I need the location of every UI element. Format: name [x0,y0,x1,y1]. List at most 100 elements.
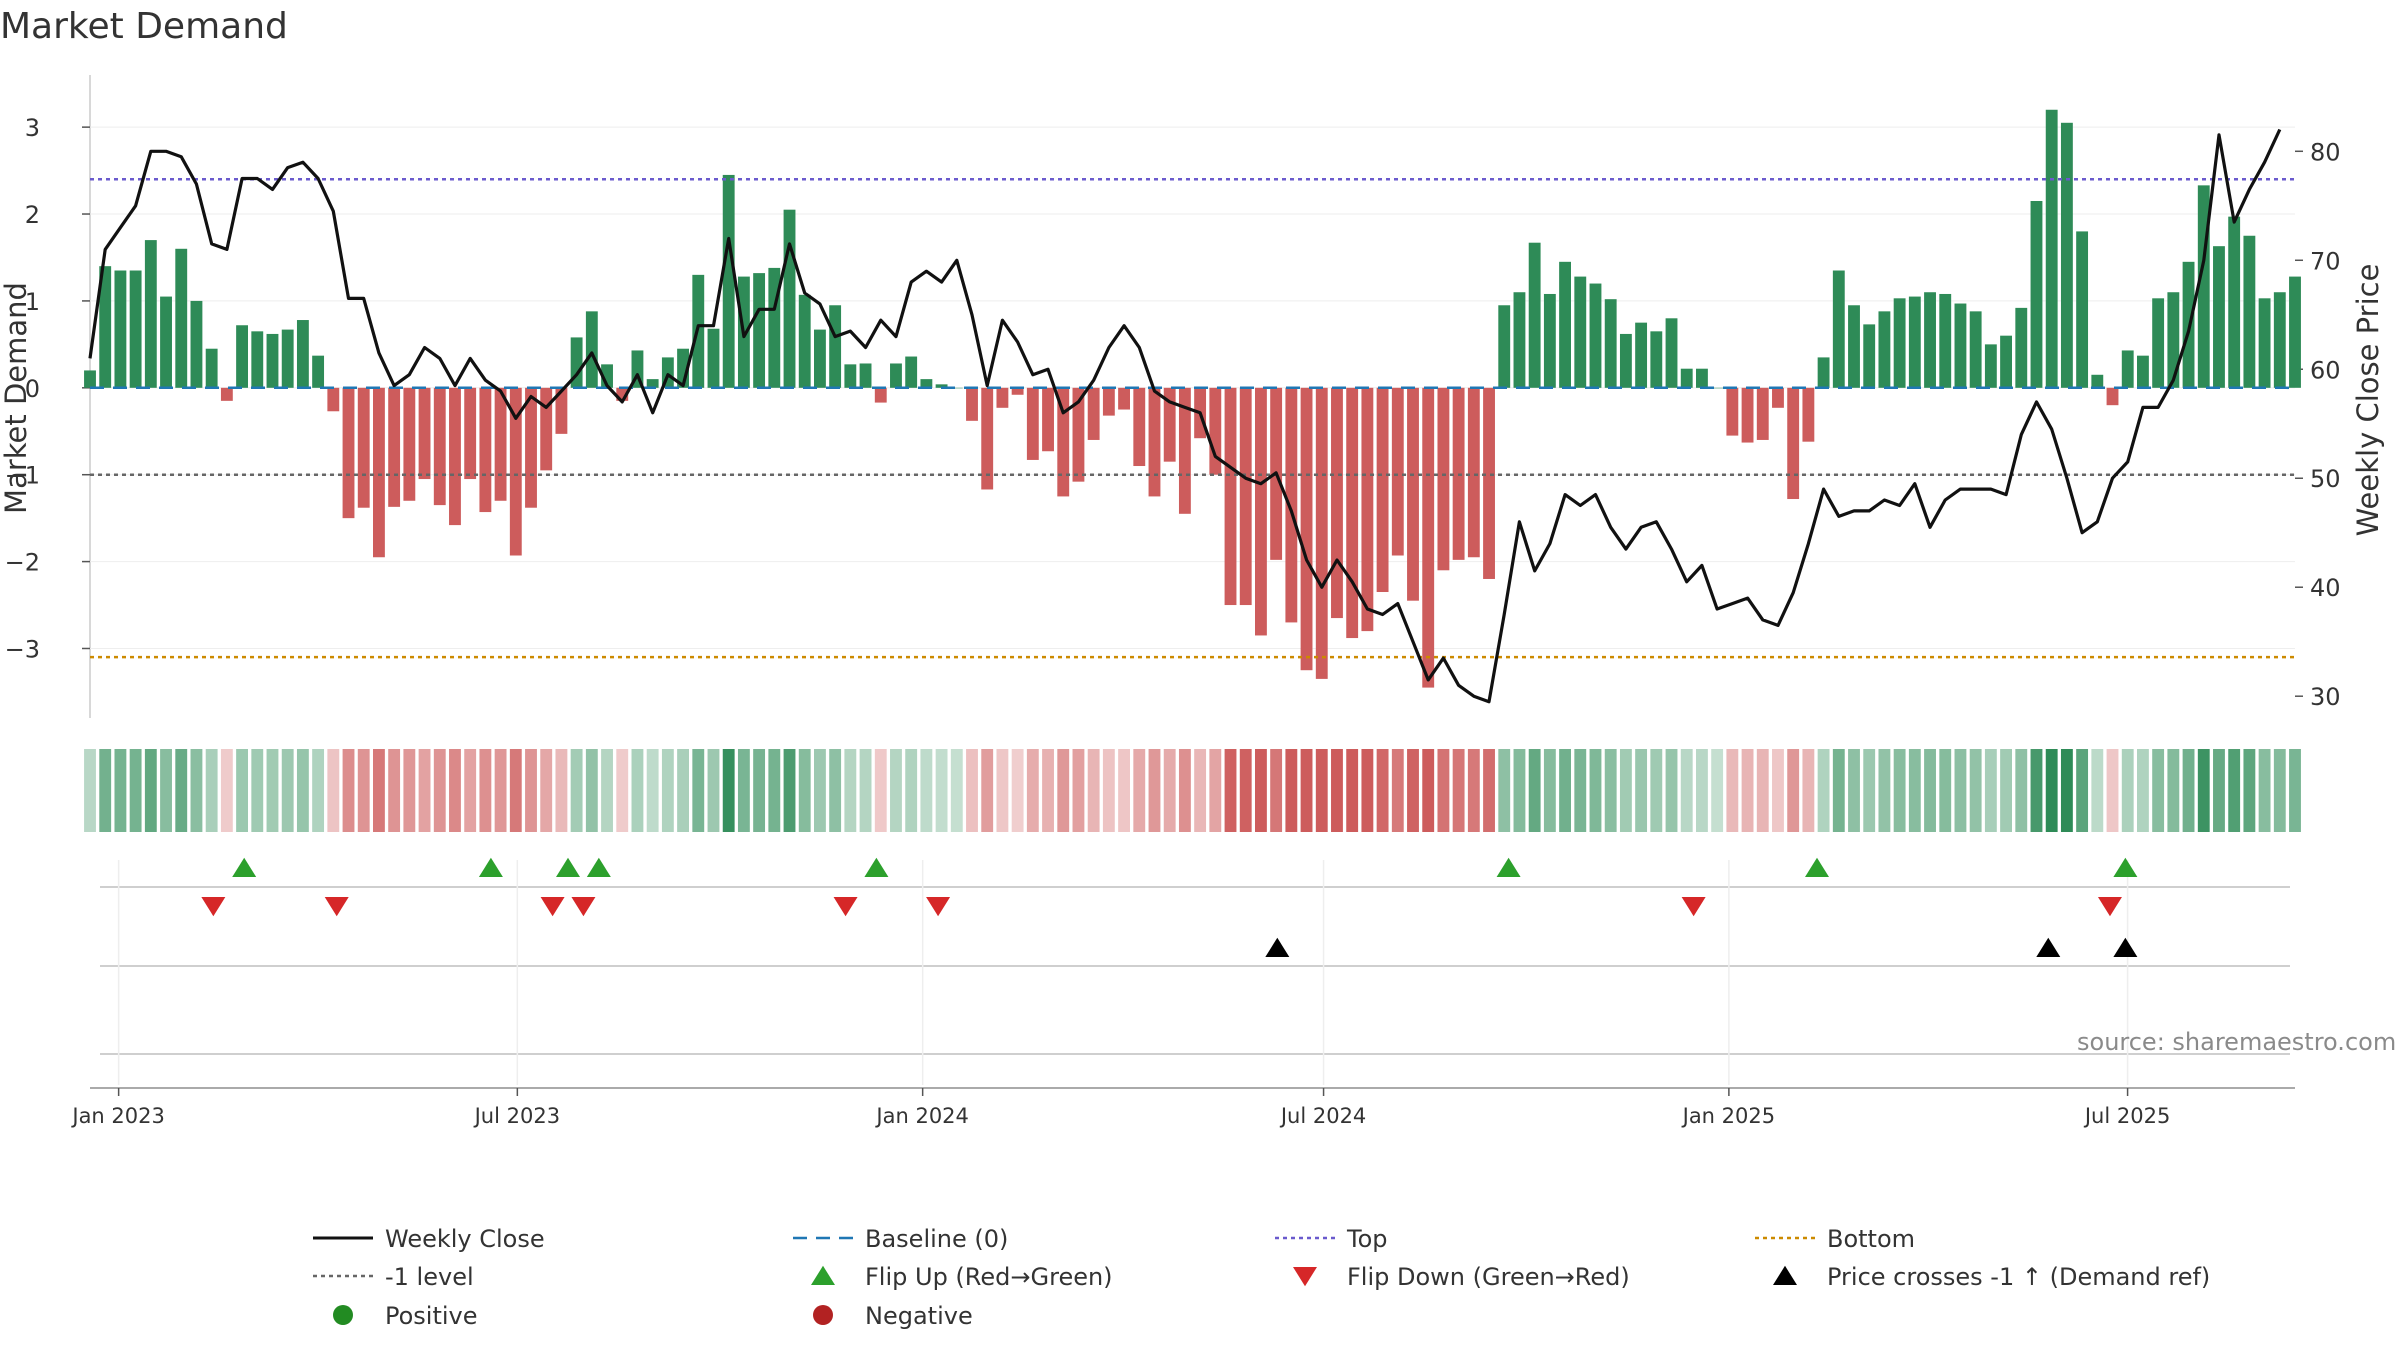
heat-cell [646,749,659,832]
demand-bar [996,387,1009,408]
demand-bar [1498,305,1511,388]
demand-bar [1361,387,1374,632]
legend-item: Flip Up (Red→Green) [811,1263,1113,1291]
demand-bar [1543,293,1556,388]
demand-bar [1224,387,1237,606]
demand-bar [1711,387,1724,389]
heat-cell [1772,749,1784,832]
heat-cell [99,749,112,832]
heat-cell [251,749,264,832]
heat-cell [737,749,750,832]
demand-bar [1407,387,1419,601]
demand-heat-strip [84,749,2301,832]
demand-bar [1802,387,1815,442]
legend-swatch [1773,1265,1797,1285]
demand-bar [1969,311,1982,388]
heat-cell [1057,749,1070,832]
flip-up-marker [556,857,581,877]
heat-cell [190,749,203,832]
demand-bar [2273,292,2286,388]
heat-cell [601,749,613,832]
heat-cell [2213,749,2225,832]
price-cross-marker [1265,937,1290,957]
demand-bar [2091,374,2104,388]
left-tick-label: −1 [5,462,40,490]
demand-bar [585,311,598,388]
demand-bar [1787,387,1800,500]
demand-bar [1011,387,1024,395]
heat-cell [1194,749,1207,832]
heat-cell [1589,749,1602,832]
flip-down-marker [926,897,951,917]
demand-bar [1696,368,1708,388]
legend-item: Negative [813,1302,973,1330]
heat-cell [1635,749,1648,832]
demand-bar [1832,270,1845,388]
heat-cell [859,749,872,832]
demand-bar [935,384,948,388]
heat-cell [1756,749,1769,832]
demand-bar [783,209,796,388]
heat-cell [449,749,461,832]
heat-cell [114,749,127,832]
demand-bar [1848,305,1860,388]
demand-bar [1102,387,1115,416]
demand-bar [114,270,127,388]
heat-cell [2243,749,2256,832]
flip-down-marker [324,897,349,917]
right-tick-label: 80 [2310,138,2341,166]
price-cross-marker [2113,937,2138,957]
demand-bar [1726,387,1739,436]
demand-bar [433,387,446,506]
demand-bar [1331,387,1343,619]
legend-label: -1 level [385,1263,474,1291]
heat-cell [1908,749,1921,832]
demand-bar [859,363,872,388]
heat-cell [631,749,644,832]
heat-cell [2000,749,2012,832]
heat-cell [357,749,370,832]
heat-cell [1696,749,1708,832]
heat-cell [2015,749,2028,832]
heat-cell [768,749,781,832]
demand-bar [616,387,629,401]
heat-cell [296,749,309,832]
demand-bar [631,350,644,388]
demand-bar [1467,387,1480,558]
demand-bar [1878,311,1891,388]
heat-cell [1878,749,1891,832]
heat-cell [1604,749,1617,832]
heat-cell [920,749,933,832]
demand-bar [2197,185,2210,388]
heat-cell [1422,749,1435,832]
heat-cell [1285,749,1298,832]
heat-cell [585,749,598,832]
heat-cell [2121,749,2134,832]
legend: Weekly Close Baseline (0) Top Bottom -1 leve… [313,1225,2210,1330]
demand-bar [1391,387,1404,556]
demand-bar [1026,387,1039,460]
heat-cell [494,749,507,832]
flip-up-marker [478,857,503,877]
heat-cell [2152,749,2165,832]
heat-cell [798,749,811,832]
demand-bar [2015,307,2028,388]
heat-cell [981,749,994,832]
right-tick-label: 40 [2310,574,2341,602]
demand-bar [1984,344,1997,388]
heat-cell [1102,749,1115,832]
demand-bar [2152,298,2165,388]
flip-down-marker [540,897,565,917]
x-tick-label: Jul 2025 [2083,1104,2170,1128]
main-panel: 3 2 1 0 −1 −2 −3 80 70 60 50 40 30 Market Demand Weekl… [0,75,2385,718]
legend-label: Flip Up (Red→Green) [865,1263,1113,1291]
demand-bar [175,248,188,388]
flip-down-marker [833,897,858,917]
demand-bar [829,305,842,388]
left-tick-label: 2 [25,201,40,229]
legend-swatch [1293,1267,1317,1287]
heat-cell [342,749,355,832]
demand-bar [1756,387,1769,440]
heat-cell [1680,749,1693,832]
heat-cell [2182,749,2195,832]
